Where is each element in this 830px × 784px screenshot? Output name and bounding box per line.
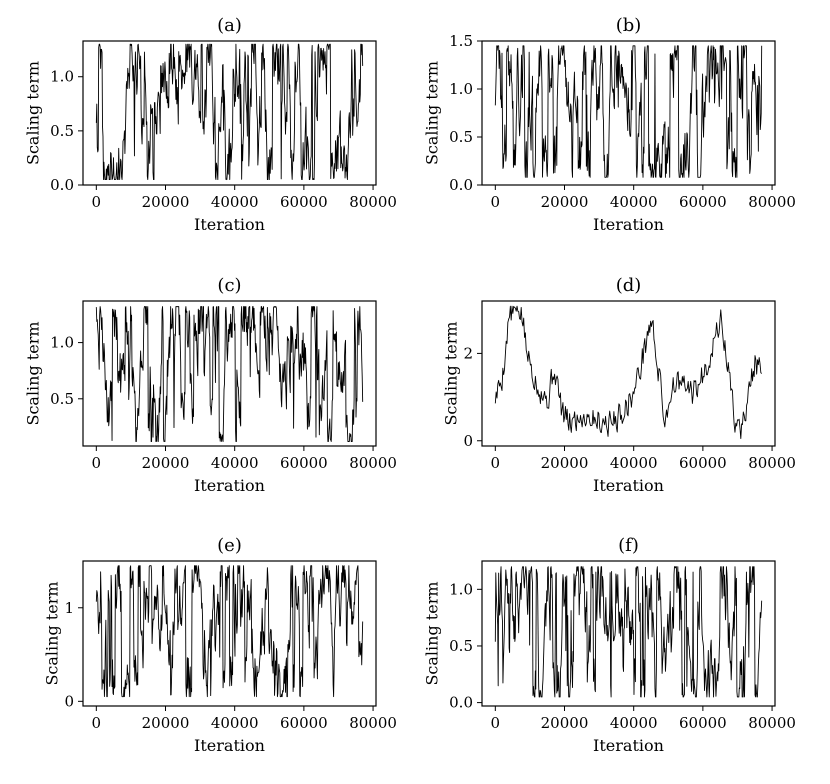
y-tick-label: 0.0 — [449, 694, 473, 712]
x-axis-label: Iteration — [593, 215, 664, 234]
x-tick-label: 40000 — [211, 714, 259, 732]
x-tick-label: 20000 — [142, 454, 190, 472]
panel-b: 0 20000 40000 60000 80000 0.0 0.5 1.0 1.5 (b) Iter… — [423, 15, 796, 234]
x-tick-label: 0 — [92, 454, 102, 472]
x-tick-label: 40000 — [610, 193, 658, 211]
y-tick-label: 0.0 — [449, 176, 473, 194]
x-tick-label: 60000 — [679, 714, 727, 732]
x-tick-label: 40000 — [211, 193, 259, 211]
x-axis-label: Iteration — [593, 476, 664, 495]
x-tick-label: 40000 — [211, 454, 259, 472]
x-tick-label: 20000 — [142, 193, 190, 211]
y-tick-label: 2 — [463, 344, 473, 362]
y-axis-label: Scaling term — [423, 581, 442, 685]
panel-title: (a) — [217, 15, 242, 36]
panel-f: 0 20000 40000 60000 80000 0.0 0.5 1.0 (f) Iterati… — [423, 535, 796, 755]
y-axis-label: Scaling term — [442, 321, 461, 425]
panel-title: (c) — [217, 275, 241, 296]
x-axis-label: Iteration — [194, 736, 265, 755]
x-tick-label: 60000 — [280, 454, 328, 472]
y-tick-label: 0.5 — [449, 128, 473, 146]
plot-frame — [82, 300, 377, 447]
x-axis-label: Iteration — [593, 736, 664, 755]
plot-frame — [481, 40, 776, 186]
plot-frame — [82, 40, 377, 186]
y-tick-label: 1 — [64, 599, 74, 617]
series-line — [95, 565, 364, 698]
x-tick-label: 40000 — [610, 454, 658, 472]
y-tick-label: 0.0 — [50, 176, 74, 194]
y-tick-label: 0 — [463, 432, 473, 450]
series-line — [494, 45, 763, 178]
panel-title: (b) — [616, 15, 642, 36]
x-tick-label: 40000 — [610, 714, 658, 732]
series-line — [95, 306, 364, 442]
series-line — [494, 566, 763, 698]
panel-title: (e) — [217, 535, 242, 556]
panel-e: 0 20000 40000 60000 80000 0 1 (e) Iteration Scali… — [43, 535, 397, 755]
x-tick-label: 80000 — [748, 193, 796, 211]
y-tick-label: 1.0 — [50, 68, 74, 86]
x-tick-label: 0 — [92, 714, 102, 732]
plot-frame — [481, 300, 776, 447]
y-axis-label: Scaling term — [24, 321, 43, 425]
y-axis-label: Scaling term — [24, 61, 43, 165]
x-tick-label: 80000 — [349, 193, 397, 211]
x-tick-label: 20000 — [142, 714, 190, 732]
y-axis-label: Scaling term — [43, 581, 62, 685]
panel-title: (d) — [616, 275, 642, 296]
x-tick-label: 20000 — [541, 454, 589, 472]
y-tick-label: 0.5 — [50, 122, 74, 140]
y-tick-label: 0.5 — [50, 390, 74, 408]
x-tick-label: 0 — [491, 454, 501, 472]
series-line — [494, 305, 763, 440]
x-axis-label: Iteration — [194, 476, 265, 495]
y-tick-label: 0 — [64, 692, 74, 710]
y-tick-label: 1.0 — [449, 80, 473, 98]
x-tick-label: 20000 — [541, 193, 589, 211]
panel-a: 0 20000 40000 60000 80000 0.0 0.5 1.0 (a) Iterati… — [24, 15, 397, 234]
x-axis-label: Iteration — [194, 215, 265, 234]
panel-c: 0 20000 40000 60000 80000 0.5 1.0 (c) Iteration S… — [24, 275, 397, 495]
y-tick-label: 1.0 — [50, 334, 74, 352]
panel-title: (f) — [618, 535, 639, 556]
panel-d: 0 20000 40000 60000 80000 0 2 (d) Iteration Scali… — [442, 275, 796, 495]
y-tick-label: 0.5 — [449, 637, 473, 655]
plot-frame — [82, 560, 377, 707]
x-tick-label: 60000 — [679, 454, 727, 472]
y-axis-label: Scaling term — [423, 61, 442, 165]
x-tick-label: 60000 — [280, 714, 328, 732]
y-tick-label: 1.0 — [449, 580, 473, 598]
x-tick-label: 80000 — [748, 714, 796, 732]
x-tick-label: 80000 — [748, 454, 796, 472]
x-tick-label: 20000 — [541, 714, 589, 732]
x-tick-label: 0 — [92, 193, 102, 211]
x-tick-label: 60000 — [679, 193, 727, 211]
x-tick-label: 60000 — [280, 193, 328, 211]
series-line — [95, 43, 364, 181]
y-tick-label: 1.5 — [449, 32, 473, 50]
x-tick-label: 80000 — [349, 714, 397, 732]
x-tick-label: 80000 — [349, 454, 397, 472]
x-tick-label: 0 — [491, 714, 501, 732]
x-tick-label: 0 — [491, 193, 501, 211]
plot-frame — [481, 560, 776, 707]
